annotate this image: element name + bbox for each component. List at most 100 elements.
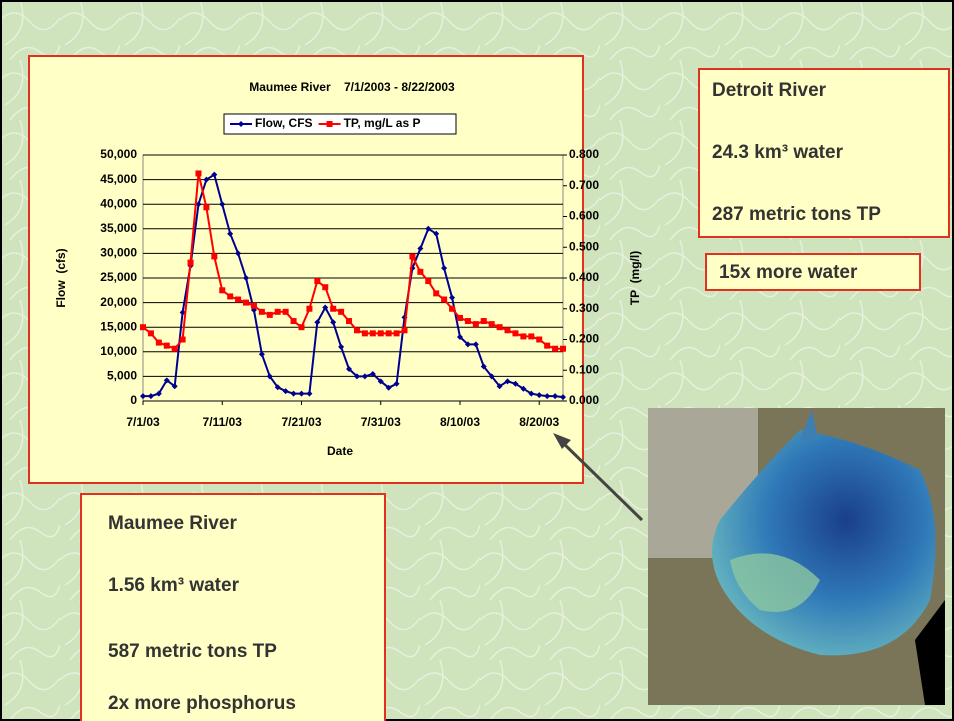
x-tick-label: 8/10/03: [440, 415, 480, 429]
tp-marker: [386, 330, 392, 336]
x-tick-label: 7/11/03: [203, 415, 243, 429]
legend-label: TP, mg/L as P: [344, 116, 421, 130]
y-tick-label: 35,000: [100, 221, 137, 235]
tp-marker: [243, 300, 249, 306]
legend-label: Flow, CFS: [255, 116, 313, 130]
tp-marker: [148, 330, 154, 336]
flow-marker: [227, 231, 233, 237]
tp-marker: [354, 327, 360, 333]
tp-marker: [338, 309, 344, 315]
flow-marker: [552, 393, 558, 399]
flow-marker: [536, 392, 542, 398]
flow-marker: [298, 391, 304, 397]
tp-marker: [227, 293, 233, 299]
tp-marker: [441, 297, 447, 303]
tp-marker: [235, 297, 241, 303]
y-tick-label: 20,000: [100, 295, 137, 309]
y2-tick-label: 0.400: [569, 270, 599, 284]
y-tick-label: 45,000: [100, 172, 137, 186]
tp-marker: [291, 318, 297, 324]
flow-marker: [473, 341, 479, 347]
tp-marker: [327, 121, 333, 127]
y-tick-label: 25,000: [100, 270, 137, 284]
tp-marker: [346, 318, 352, 324]
tp-marker: [528, 333, 534, 339]
flow-marker: [243, 275, 249, 281]
flow-marker: [441, 265, 447, 271]
tp-marker: [417, 269, 423, 275]
flow-marker: [417, 245, 423, 251]
tp-marker: [394, 330, 400, 336]
tp-marker: [283, 309, 289, 315]
y2-tick-label: 0.200: [569, 332, 599, 346]
tp-marker: [172, 346, 178, 352]
tp-marker: [552, 346, 558, 352]
flow-marker: [140, 393, 146, 399]
flow-marker: [449, 295, 455, 301]
x-tick-label: 8/20/03: [519, 415, 559, 429]
tp-marker: [203, 204, 209, 210]
tp-marker: [314, 278, 320, 284]
y2-tick-label: 0.500: [569, 239, 599, 253]
tp-marker: [211, 253, 217, 259]
chart-title: Maumee River 7/1/2003 - 8/22/2003: [249, 80, 455, 94]
tp-marker: [322, 284, 328, 290]
flow-marker: [148, 393, 154, 399]
y-tick-label: 50,000: [100, 147, 137, 161]
tp-marker: [188, 260, 194, 266]
y2-tick-label: 0.800: [569, 147, 599, 161]
tp-marker: [536, 337, 542, 343]
tp-marker: [505, 327, 511, 333]
tp-marker: [378, 330, 384, 336]
y2-tick-label: 0.700: [569, 178, 599, 192]
y2-axis-title: TP (mg/l): [628, 251, 642, 305]
tp-marker: [370, 330, 376, 336]
tp-marker: [298, 324, 304, 330]
y-tick-label: 40,000: [100, 196, 137, 210]
tp-marker: [433, 290, 439, 296]
tp-marker: [330, 306, 336, 312]
y2-tick-label: 0.000: [569, 393, 599, 407]
tp-marker: [465, 318, 471, 324]
tp-marker: [306, 306, 312, 312]
y2-tick-label: 0.300: [569, 301, 599, 315]
x-tick-label: 7/21/03: [281, 415, 321, 429]
tp-marker: [544, 343, 550, 349]
tp-marker: [409, 253, 415, 259]
tp-marker: [275, 309, 281, 315]
y-tick-label: 5,000: [107, 369, 137, 383]
y-tick-label: 30,000: [100, 246, 137, 260]
y2-tick-label: 0.600: [569, 209, 599, 223]
x-tick-label: 7/1/03: [126, 415, 160, 429]
y-tick-label: 15,000: [100, 319, 137, 333]
flow-marker: [306, 391, 312, 397]
x-tick-label: 7/31/03: [361, 415, 401, 429]
tp-marker: [180, 337, 186, 343]
tp-marker: [156, 340, 162, 346]
flow-marker: [338, 344, 344, 350]
tp-marker: [473, 321, 479, 327]
tp-marker: [425, 278, 431, 284]
flow-marker: [544, 393, 550, 399]
y-axis-title: Flow (cfs): [54, 248, 68, 307]
y2-tick-label: 0.100: [569, 362, 599, 376]
tp-marker: [219, 287, 225, 293]
tp-marker: [481, 318, 487, 324]
tp-marker: [140, 324, 146, 330]
y-tick-label: 0: [130, 393, 137, 407]
flow-marker: [560, 394, 566, 400]
tp-marker: [512, 330, 518, 336]
tp-marker: [259, 309, 265, 315]
tp-marker: [457, 315, 463, 321]
flow-marker: [235, 250, 241, 256]
flow-marker: [219, 201, 225, 207]
tp-marker: [251, 303, 257, 309]
y-tick-label: 10,000: [100, 344, 137, 358]
flow-marker: [291, 391, 297, 397]
tp-marker: [362, 330, 368, 336]
slide: Detroit River 24.3 km³ water 287 metric …: [0, 0, 954, 721]
tp-marker: [497, 324, 503, 330]
series-line: [143, 174, 563, 349]
tp-marker: [402, 327, 408, 333]
tp-marker: [164, 343, 170, 349]
